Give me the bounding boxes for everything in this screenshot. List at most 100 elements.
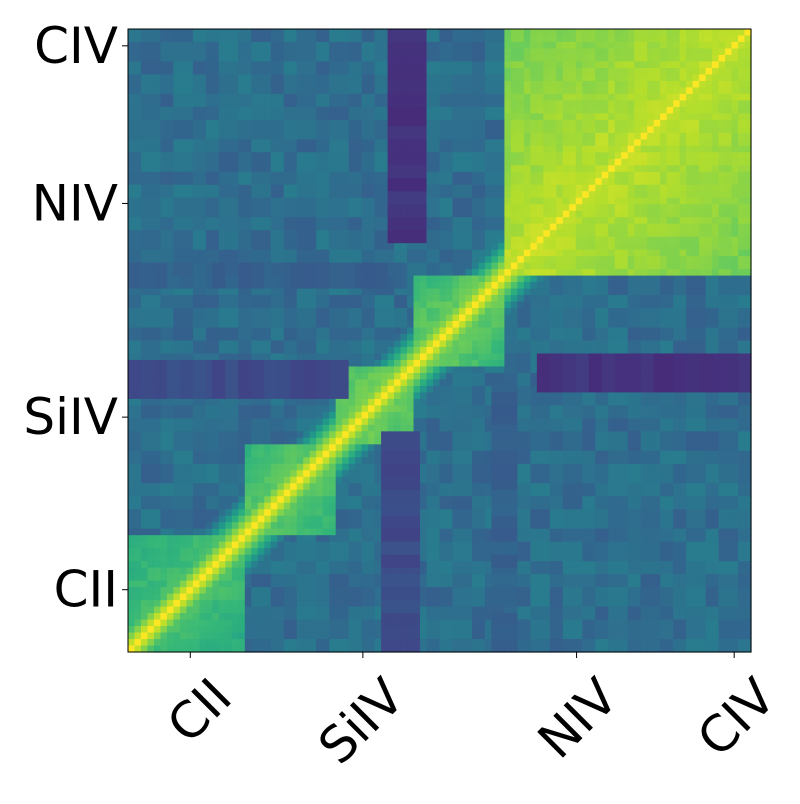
- heatmap-cell: [725, 184, 733, 192]
- heatmap-cell: [582, 275, 590, 283]
- heatmap-cell: [270, 243, 278, 251]
- heatmap-cell: [270, 334, 278, 342]
- heatmap-cell: [361, 184, 369, 192]
- heatmap-cell: [679, 346, 687, 355]
- heatmap-cell: [601, 158, 609, 166]
- heatmap-cell: [147, 243, 155, 251]
- heatmap-cell: [445, 126, 454, 134]
- heatmap-cell: [686, 308, 694, 316]
- heatmap-cell: [290, 210, 298, 218]
- heatmap-cell: [368, 126, 376, 134]
- heatmap-cell: [231, 295, 239, 303]
- heatmap-cell: [731, 41, 739, 50]
- heatmap-cell: [387, 249, 395, 257]
- heatmap-cell: [277, 353, 285, 361]
- heatmap-cell: [497, 249, 505, 257]
- heatmap-cell: [173, 74, 181, 82]
- heatmap-cell: [497, 178, 505, 186]
- heatmap-cell: [238, 249, 246, 257]
- heatmap-cell: [491, 119, 499, 127]
- heatmap-cell: [445, 67, 454, 76]
- heatmap-cell: [361, 301, 369, 309]
- heatmap-cell: [510, 87, 518, 95]
- heatmap-cell: [309, 119, 317, 127]
- heatmap-cell: [244, 301, 252, 309]
- heatmap-cell: [718, 217, 726, 225]
- heatmap-cell: [231, 132, 239, 140]
- heatmap-cell: [355, 249, 363, 257]
- heatmap-cell: [653, 184, 661, 192]
- heatmap-cell: [497, 126, 505, 134]
- heatmap-cell: [270, 106, 278, 114]
- heatmap-cell: [569, 139, 577, 147]
- heatmap-cell: [679, 139, 687, 147]
- heatmap-cell: [556, 230, 564, 238]
- heatmap-cell: [400, 119, 408, 127]
- heatmap-cell: [582, 93, 590, 101]
- heatmap-cell: [439, 249, 447, 257]
- heatmap-cell: [368, 119, 376, 127]
- heatmap-cell: [231, 29, 239, 37]
- heatmap-cell: [523, 145, 531, 153]
- heatmap-cell: [653, 191, 661, 199]
- heatmap-cell: [647, 321, 655, 329]
- heatmap-cell: [517, 158, 525, 166]
- heatmap-cell: [140, 67, 149, 76]
- heatmap-cell: [433, 236, 441, 244]
- heatmap-cell: [484, 93, 493, 101]
- heatmap-cell: [179, 139, 188, 147]
- heatmap-cell: [387, 113, 395, 121]
- heatmap-cell: [381, 87, 389, 95]
- heatmap-cell: [290, 340, 298, 348]
- heatmap-cell: [504, 230, 512, 238]
- heatmap-cell: [738, 145, 746, 153]
- heatmap-cell: [238, 334, 246, 342]
- heatmap-cell: [647, 301, 655, 309]
- heatmap-cell: [562, 139, 570, 147]
- heatmap-cell: [128, 327, 136, 335]
- heatmap-cell: [712, 132, 720, 140]
- heatmap-cell: [627, 262, 635, 270]
- heatmap-cell: [621, 171, 629, 179]
- heatmap-cell: [725, 197, 733, 205]
- heatmap-cell: [257, 346, 265, 355]
- heatmap-cell: [569, 346, 577, 355]
- heatmap-cell: [153, 171, 162, 179]
- heatmap-cell: [497, 353, 505, 361]
- heatmap-cell: [400, 132, 408, 140]
- heatmap-cell: [394, 321, 402, 329]
- heatmap-cell: [647, 184, 655, 192]
- heatmap-cell: [478, 262, 486, 270]
- heatmap-cell: [134, 334, 142, 342]
- heatmap-cell: [653, 165, 661, 173]
- heatmap-cell: [153, 197, 162, 205]
- heatmap-cell: [413, 139, 421, 147]
- heatmap-cell: [608, 308, 616, 316]
- heatmap-cell: [445, 54, 454, 63]
- heatmap-cell: [647, 346, 655, 355]
- heatmap-cell: [218, 165, 226, 173]
- heatmap-cell: [407, 321, 415, 329]
- heatmap-cell: [634, 210, 642, 218]
- heatmap-cell: [205, 243, 213, 251]
- heatmap-cell: [218, 126, 226, 134]
- heatmap-cell: [335, 334, 343, 342]
- heatmap-cell: [199, 74, 207, 82]
- heatmap-cell: [205, 41, 213, 50]
- heatmap-cell: [679, 353, 687, 361]
- heatmap-cell: [465, 54, 473, 63]
- heatmap-cell: [699, 126, 707, 134]
- heatmap-cell: [517, 334, 525, 342]
- heatmap-cell: [348, 334, 356, 342]
- heatmap-cell: [329, 282, 337, 290]
- heatmap-cell: [523, 230, 531, 238]
- heatmap-cell: [342, 48, 350, 56]
- heatmap-cell: [530, 346, 538, 355]
- heatmap-cell: [465, 217, 473, 225]
- heatmap-cell: [536, 353, 544, 361]
- heatmap-cell: [738, 334, 746, 342]
- heatmap-cell: [627, 359, 635, 368]
- heatmap-cell: [433, 29, 441, 37]
- heatmap-cell: [491, 204, 499, 212]
- heatmap-cell: [316, 327, 324, 335]
